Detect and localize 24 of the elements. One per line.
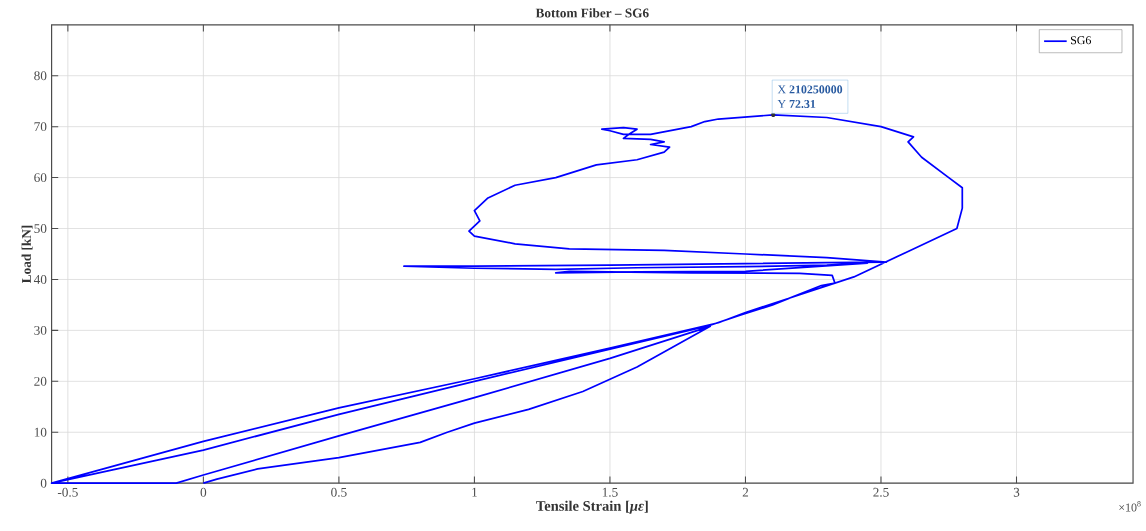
x-tick-label: -0.5 [57,487,78,497]
x-tick-label: 2.5 [873,487,889,497]
y-tick-label: 20 [34,376,47,386]
x-tick-label: 1 [472,487,477,497]
x-tick-label: 0.5 [331,487,347,497]
y-tick-label: 30 [34,326,47,335]
legend-label: SG6 [1070,36,1092,45]
y-tick-label: 50 [34,224,47,234]
y-tick-label: 70 [34,122,47,132]
x-tick-label: 0 [200,487,207,497]
x-tick-label: 1.5 [602,487,618,497]
x-axis-title: Tensile Strain [με] [536,500,648,514]
chart-title: Bottom Fiber – SG6 [535,8,649,18]
annotation: Y 72.31 [777,100,816,109]
y-tick-label: 0 [40,478,47,488]
y-tick-label: 10 [34,427,47,437]
y-tick-label: 80 [34,71,47,81]
y-axis-title: Load [kN] [21,225,33,284]
annotation: X 210250000 [777,85,843,94]
x-tick-label: 2 [742,487,749,497]
y-tick-label: 60 [34,173,47,183]
x-tick-label: 3 [1013,487,1020,497]
text: ×10$^{8}$ [1119,501,1141,512]
y-tick-label: 40 [33,275,47,285]
